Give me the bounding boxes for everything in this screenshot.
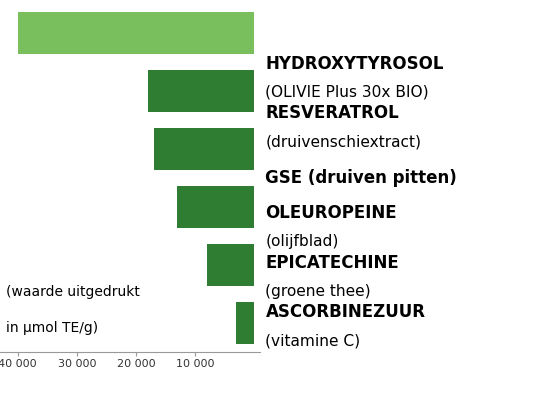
Text: (vitamine C): (vitamine C) xyxy=(265,334,361,349)
Text: in μmol TE/g): in μmol TE/g) xyxy=(6,321,98,335)
Bar xyxy=(207,244,254,286)
Text: (druivenschiextract): (druivenschiextract) xyxy=(265,134,421,149)
Text: (waarde uitgedrukt: (waarde uitgedrukt xyxy=(6,285,139,298)
Bar xyxy=(18,12,254,54)
Text: HYDROXYTYROSOL: HYDROXYTYROSOL xyxy=(265,55,444,72)
Text: (olijfblad): (olijfblad) xyxy=(265,234,339,249)
Text: (groene thee): (groene thee) xyxy=(265,284,371,299)
Text: GSE (druiven pitten): GSE (druiven pitten) xyxy=(265,169,457,187)
Text: EPICATECHINE: EPICATECHINE xyxy=(265,254,399,272)
Text: (OLIVIE Plus 30x BIO): (OLIVIE Plus 30x BIO) xyxy=(265,85,429,100)
Bar xyxy=(148,70,254,112)
Bar xyxy=(177,186,254,228)
Bar xyxy=(154,128,254,170)
Text: OLEUROPEINE: OLEUROPEINE xyxy=(265,204,397,222)
Text: ASCORBINEZUUR: ASCORBINEZUUR xyxy=(265,303,425,322)
Bar xyxy=(236,303,254,344)
Text: RESVERATROL: RESVERATROL xyxy=(265,104,399,122)
